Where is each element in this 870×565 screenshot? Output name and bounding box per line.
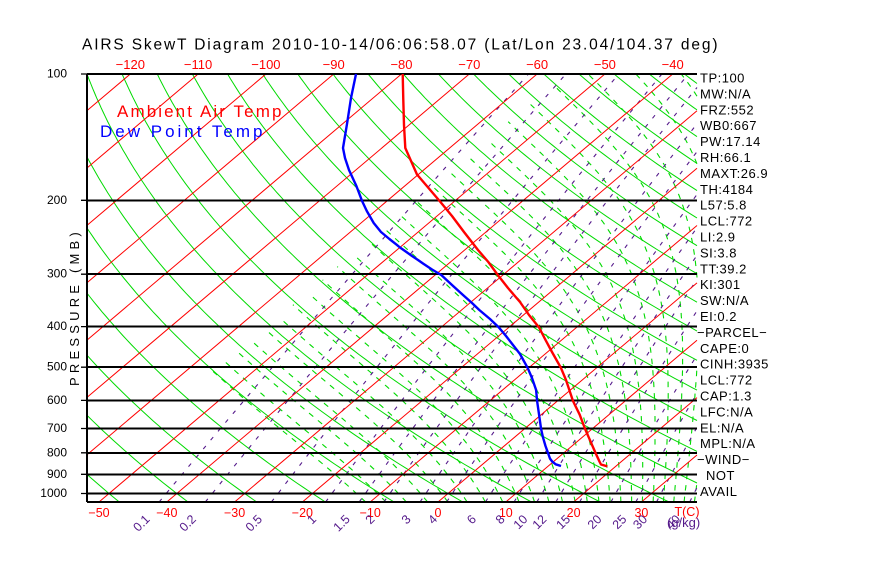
svg-text:LCL:772: LCL:772 <box>700 214 753 229</box>
svg-text:800: 800 <box>47 445 67 459</box>
svg-text:KI:301: KI:301 <box>700 277 741 292</box>
svg-text:−80: −80 <box>390 57 412 72</box>
svg-text:TP:100: TP:100 <box>700 71 745 86</box>
svg-text:−90: −90 <box>323 57 345 72</box>
svg-text:−60: −60 <box>526 57 548 72</box>
svg-text:CAPE:0: CAPE:0 <box>700 341 749 356</box>
svg-text:−50: −50 <box>88 506 109 520</box>
svg-text:WB0:667: WB0:667 <box>700 118 757 133</box>
svg-text:−WIND−: −WIND− <box>697 452 750 467</box>
svg-text:AIRS SkewT Diagram 2010-10-14/: AIRS SkewT Diagram 2010-10-14/06:06:58.0… <box>82 37 719 54</box>
svg-text:100: 100 <box>47 67 67 81</box>
svg-text:−100: −100 <box>251 57 280 72</box>
svg-text:−20: −20 <box>292 506 313 520</box>
svg-text:−70: −70 <box>458 57 480 72</box>
svg-text:PW:17.14: PW:17.14 <box>700 134 761 149</box>
svg-text:0: 0 <box>435 506 442 520</box>
svg-text:EI:0.2: EI:0.2 <box>700 309 737 324</box>
svg-text:LCL:772: LCL:772 <box>700 373 753 388</box>
svg-text:30: 30 <box>634 506 648 520</box>
svg-text:900: 900 <box>47 467 67 481</box>
svg-text:NOT: NOT <box>706 468 735 483</box>
svg-text:MAXT:26.9: MAXT:26.9 <box>700 166 768 181</box>
svg-text:700: 700 <box>47 421 67 435</box>
svg-text:CAP:1.3: CAP:1.3 <box>700 389 752 404</box>
svg-text:PRESSURE (MB): PRESSURE (MB) <box>67 228 82 386</box>
svg-text:L57:5.8: L57:5.8 <box>700 198 747 213</box>
svg-text:Ambient Air Temp: Ambient Air Temp <box>117 102 284 121</box>
svg-text:EL:N/A: EL:N/A <box>700 420 744 435</box>
svg-text:300: 300 <box>47 267 67 281</box>
svg-text:FRZ:552: FRZ:552 <box>700 102 754 117</box>
svg-text:1000: 1000 <box>40 486 67 500</box>
svg-text:SW:N/A: SW:N/A <box>700 293 749 308</box>
svg-text:−50: −50 <box>594 57 616 72</box>
svg-text:RH:66.1: RH:66.1 <box>700 150 751 165</box>
svg-text:SI:3.8: SI:3.8 <box>700 245 737 260</box>
svg-text:(g/kg): (g/kg) <box>667 515 700 530</box>
svg-text:LFC:N/A: LFC:N/A <box>700 404 753 419</box>
svg-text:−40: −40 <box>156 506 177 520</box>
svg-text:AVAIL: AVAIL <box>700 484 737 499</box>
svg-text:Dew Point Temp: Dew Point Temp <box>100 122 265 141</box>
svg-text:CINH:3935: CINH:3935 <box>700 357 769 372</box>
svg-text:−40: −40 <box>662 57 684 72</box>
svg-text:MPL:N/A: MPL:N/A <box>700 436 756 451</box>
svg-text:200: 200 <box>47 193 67 207</box>
svg-text:TH:4184: TH:4184 <box>700 182 753 197</box>
svg-text:−30: −30 <box>224 506 245 520</box>
svg-text:LI:2.9: LI:2.9 <box>700 230 736 245</box>
svg-text:−10: −10 <box>360 506 381 520</box>
svg-text:500: 500 <box>47 360 67 374</box>
svg-text:TT:39.2: TT:39.2 <box>700 261 747 276</box>
svg-text:T(C): T(C) <box>675 505 700 519</box>
svg-text:10: 10 <box>499 506 513 520</box>
svg-text:600: 600 <box>47 393 67 407</box>
svg-text:−120: −120 <box>116 57 145 72</box>
svg-text:−110: −110 <box>184 57 212 72</box>
svg-text:20: 20 <box>567 506 581 520</box>
svg-text:MW:N/A: MW:N/A <box>700 86 751 101</box>
svg-text:400: 400 <box>47 319 67 333</box>
svg-text:−PARCEL−: −PARCEL− <box>697 325 767 340</box>
